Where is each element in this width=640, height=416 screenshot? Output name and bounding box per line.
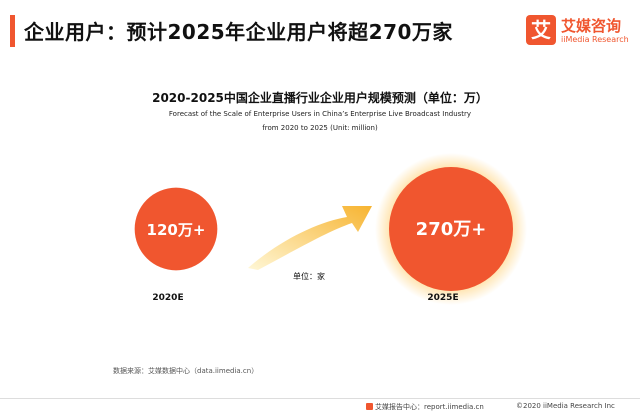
- chart-subtitle-en-1: Forecast of the Scale of Enterprise User…: [168, 110, 472, 118]
- footer-left-text: 艾媒报告中心：report.iimedia.cn: [375, 403, 484, 411]
- bubble-2020E: [134, 187, 218, 271]
- data-source: 数据来源：艾媒数据中心（data.iimedia.cn）: [113, 367, 259, 375]
- value-label-2020E: 120万+: [147, 221, 206, 239]
- value-label-2025E: 270万+: [416, 219, 487, 240]
- chart-title: 2020-2025中国企业直播行业企业用户规模预测（单位：万）: [152, 91, 488, 105]
- category-label-2025E: 2025E: [427, 293, 459, 303]
- growth-arrow: [248, 206, 372, 270]
- footer-report-center: 艾媒报告中心：report.iimedia.cn: [366, 402, 484, 412]
- page-title: 企业用户：预计2025年企业用户将超270万家: [24, 20, 453, 44]
- footer-divider: [0, 398, 640, 399]
- brand-logo: 艾 艾媒咨询 iiMedia Research: [526, 15, 638, 49]
- bubble-2025E: [389, 167, 513, 291]
- footer-copyright: ©2020 iiMedia Research Inc: [516, 402, 615, 410]
- footer-logo-icon: [366, 403, 373, 410]
- logo-name-en: iiMedia Research: [561, 35, 629, 44]
- unit-label: 单位：家: [293, 272, 325, 281]
- chart-subtitle-en-2: from 2020 to 2025 (Unit: million): [262, 124, 378, 132]
- logo-name-cn: 艾媒咨询: [561, 17, 622, 35]
- logo-mark: 艾: [526, 15, 556, 45]
- category-label-2020E: 2020E: [152, 293, 184, 303]
- title-accent-bar: [10, 15, 15, 47]
